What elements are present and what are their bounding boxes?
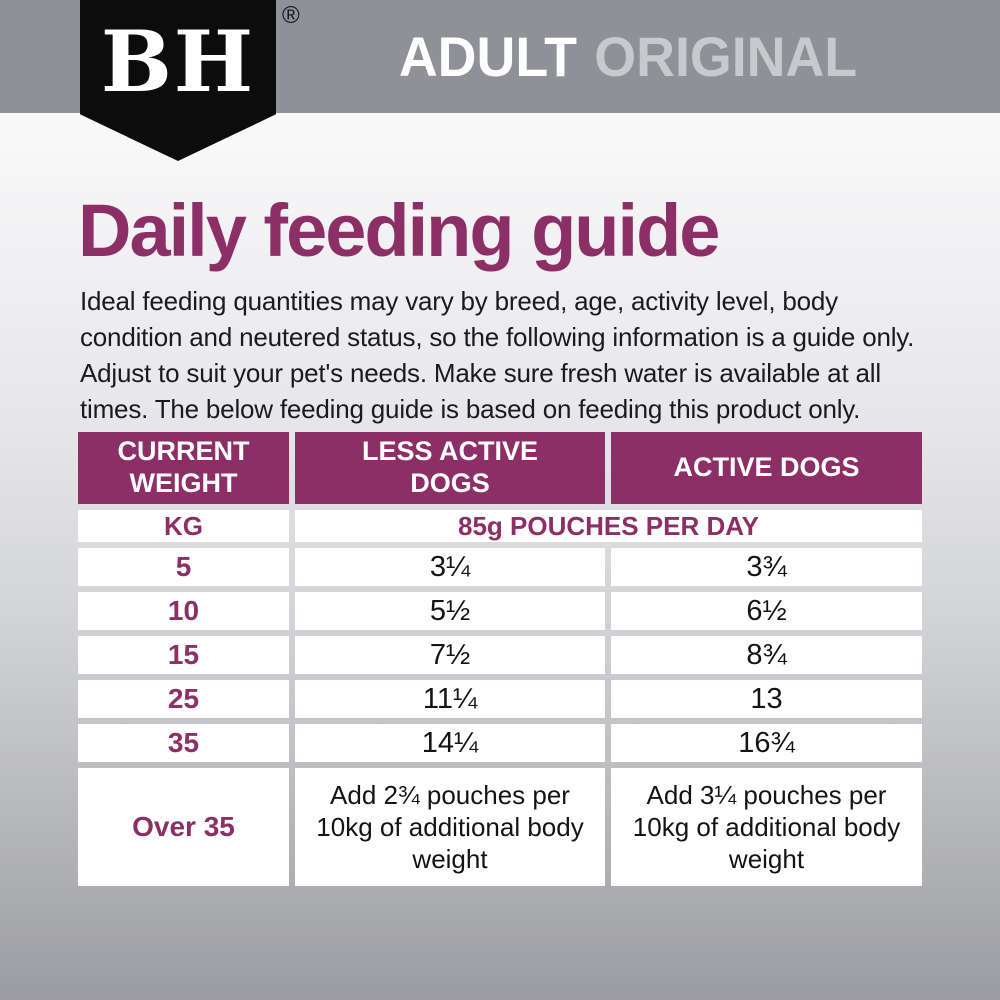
table-row-less-active-value: 7½: [295, 636, 605, 674]
variant-label: ORIGINAL: [594, 25, 858, 88]
table-row-active-value: 3¾: [611, 548, 922, 586]
product-line-label: ADULT: [398, 25, 578, 88]
feeding-guide-table: CURRENT WEIGHT LESS ACTIVE DOGS ACTIVE D…: [78, 432, 922, 886]
table-row-less-active-value: 3¼: [295, 548, 605, 586]
table-row-weight: 10: [78, 592, 289, 630]
table-row-weight: 25: [78, 680, 289, 718]
table-row-active-value: 8¾: [611, 636, 922, 674]
table-row-less-active-note: Add 2¾ pouches per 10kg of additional bo…: [295, 768, 605, 886]
table-row-less-active-value: 14¼: [295, 724, 605, 762]
page-title: Daily feeding guide: [78, 189, 720, 272]
table-row-active-value: 6½: [611, 592, 922, 630]
table-row-active-value: 13: [611, 680, 922, 718]
table-row-active-value: 16¾: [611, 724, 922, 762]
table-row-weight: 15: [78, 636, 289, 674]
brand-monogram: BH: [100, 12, 256, 111]
unit-cell-kg: KG: [78, 510, 289, 542]
product-title: ADULT ORIGINAL: [290, 0, 966, 113]
column-header-less-active-dogs: LESS ACTIVE DOGS: [295, 432, 605, 504]
table-row-active-note: Add 3¼ pouches per 10kg of additional bo…: [611, 768, 922, 886]
column-header-active-dogs: ACTIVE DOGS: [611, 432, 922, 504]
table-row-less-active-value: 11¼: [295, 680, 605, 718]
column-header-current-weight: CURRENT WEIGHT: [78, 432, 289, 504]
serving-size-cell: 85g POUCHES PER DAY: [295, 510, 922, 542]
table-row-less-active-value: 5½: [295, 592, 605, 630]
intro-paragraph: Ideal feeding quantities may vary by bre…: [80, 286, 915, 424]
table-row-weight: 5: [78, 548, 289, 586]
registered-trademark-icon: ®: [282, 2, 300, 29]
table-row-weight: 35: [78, 724, 289, 762]
brand-logo-shield: BH: [80, 0, 276, 161]
table-row-weight-over-limit: Over 35: [78, 768, 289, 886]
